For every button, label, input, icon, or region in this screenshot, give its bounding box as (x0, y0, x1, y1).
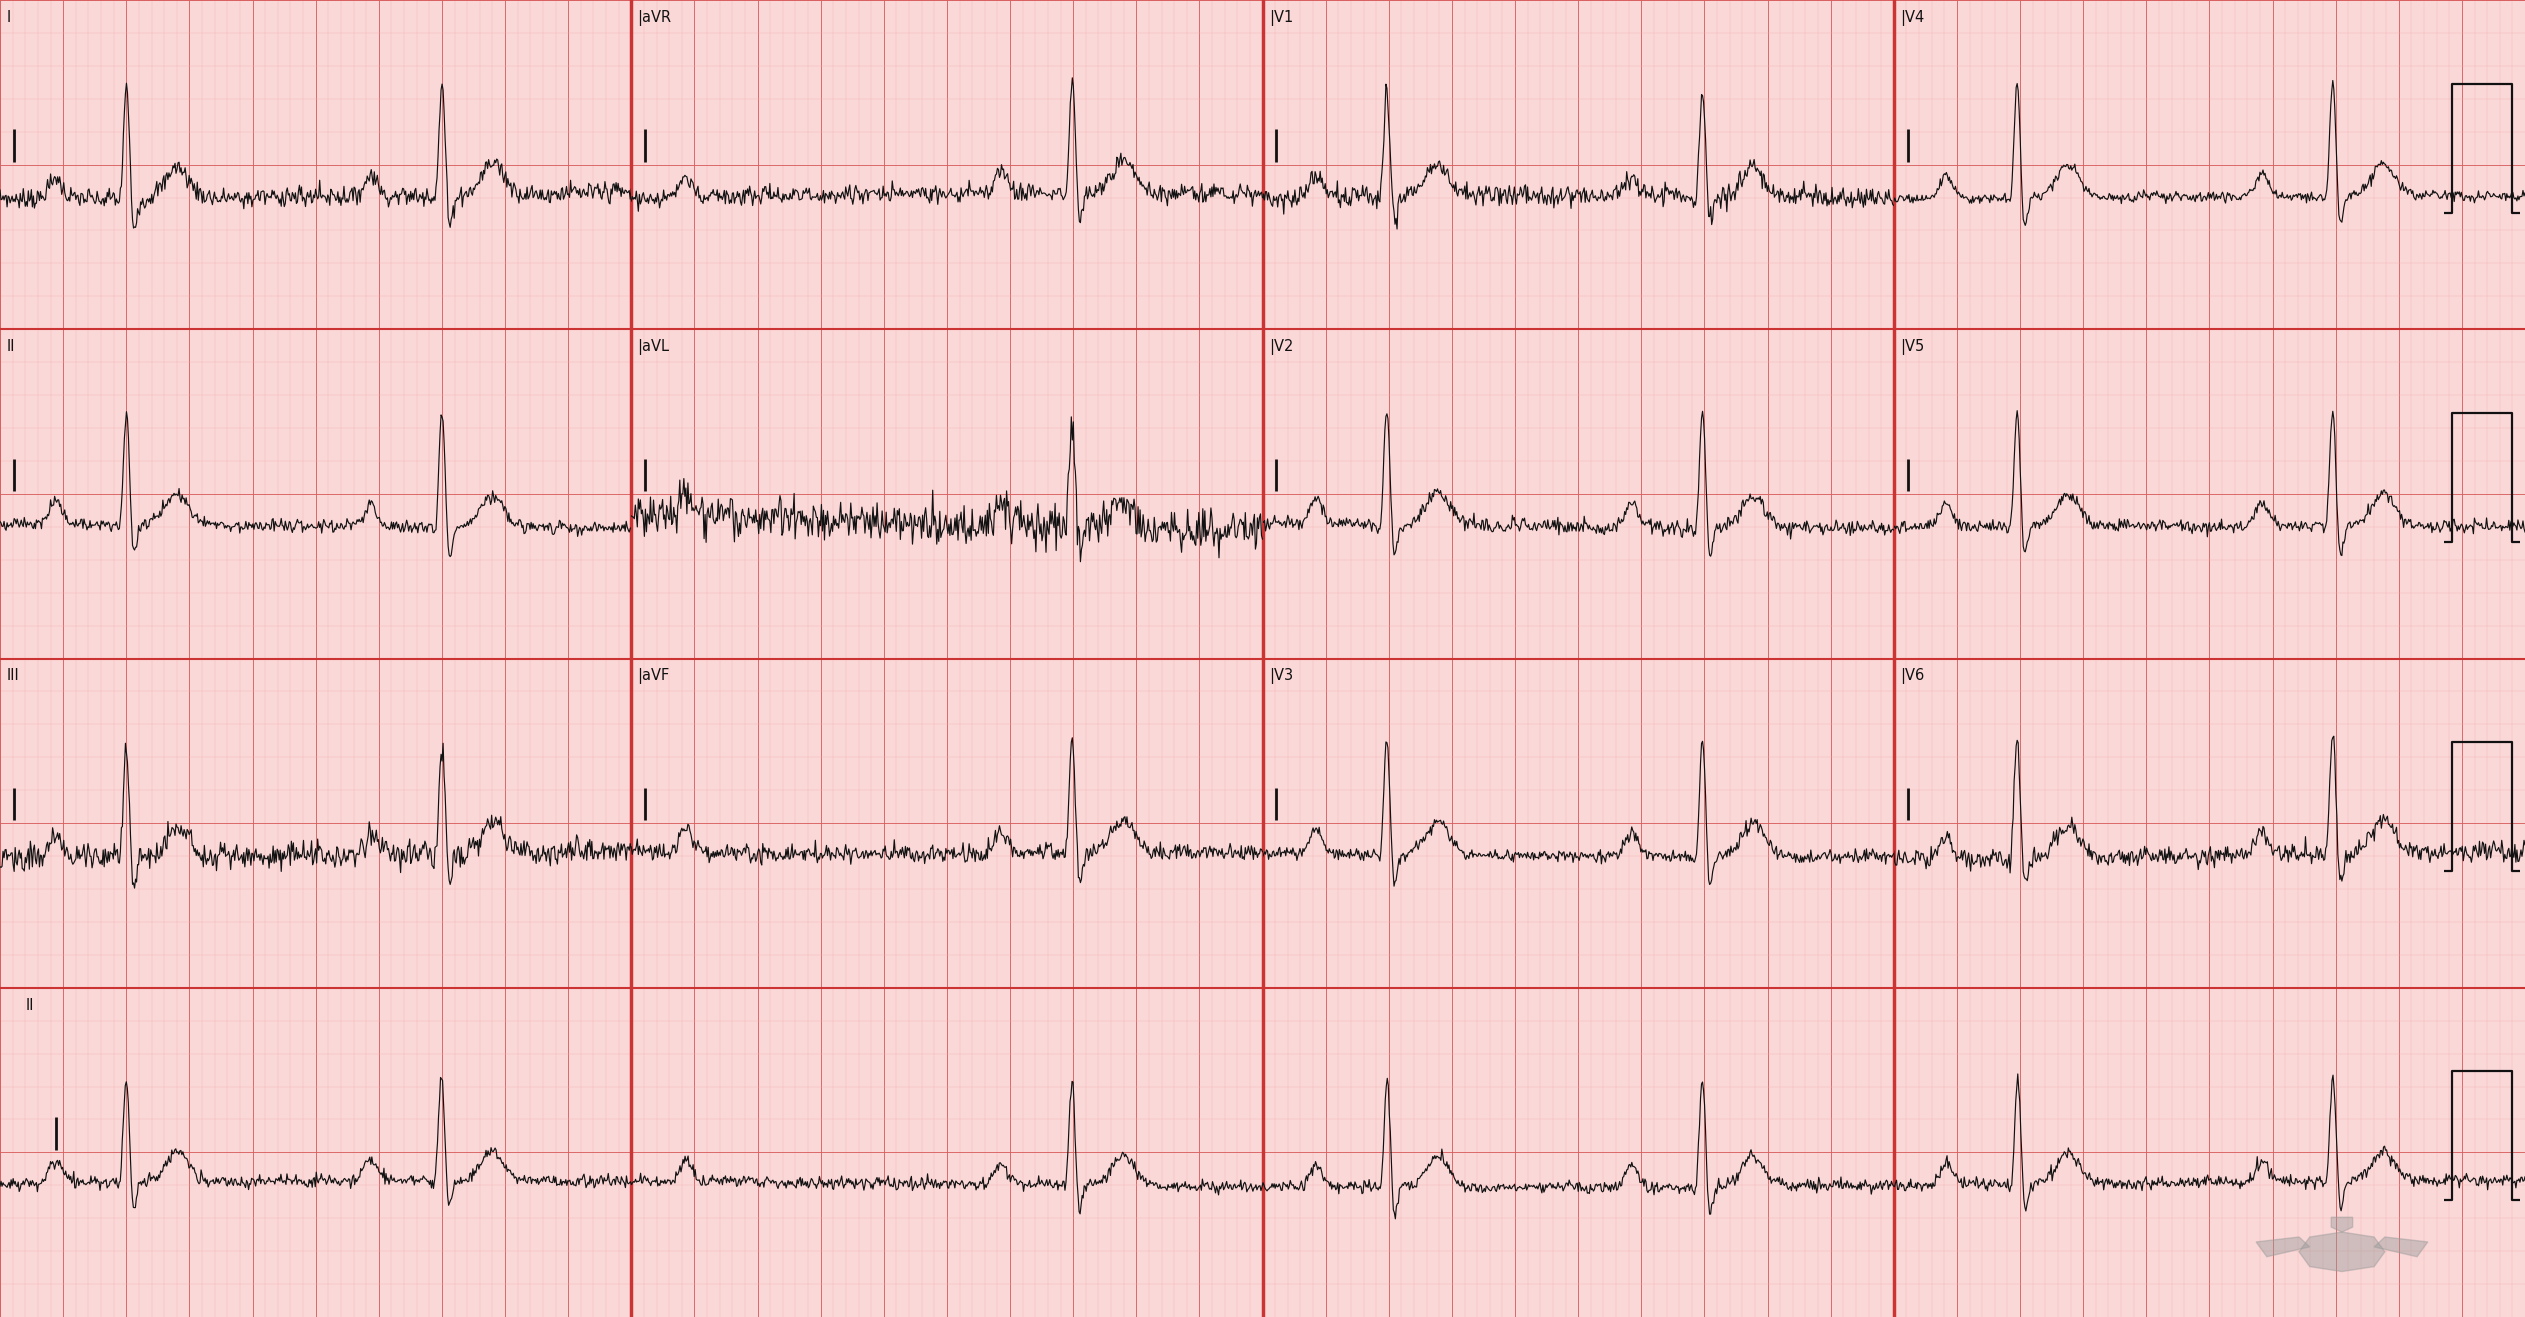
Text: I: I (5, 9, 10, 25)
Text: |aVL: |aVL (636, 338, 669, 356)
Text: |V4: |V4 (1901, 9, 1924, 26)
Polygon shape (2257, 1237, 2310, 1256)
Polygon shape (2331, 1217, 2353, 1233)
Text: |aVF: |aVF (636, 669, 669, 685)
Text: |V2: |V2 (1270, 338, 1293, 356)
Text: |V3: |V3 (1270, 669, 1293, 685)
Text: II: II (5, 338, 15, 354)
Text: |V6: |V6 (1901, 669, 1924, 685)
Text: |aVR: |aVR (636, 9, 672, 26)
Text: II: II (25, 998, 33, 1013)
Polygon shape (2374, 1237, 2429, 1256)
Text: III: III (5, 669, 20, 684)
Text: |V1: |V1 (1270, 9, 1293, 26)
Polygon shape (2298, 1233, 2386, 1272)
Text: |V5: |V5 (1901, 338, 1924, 356)
